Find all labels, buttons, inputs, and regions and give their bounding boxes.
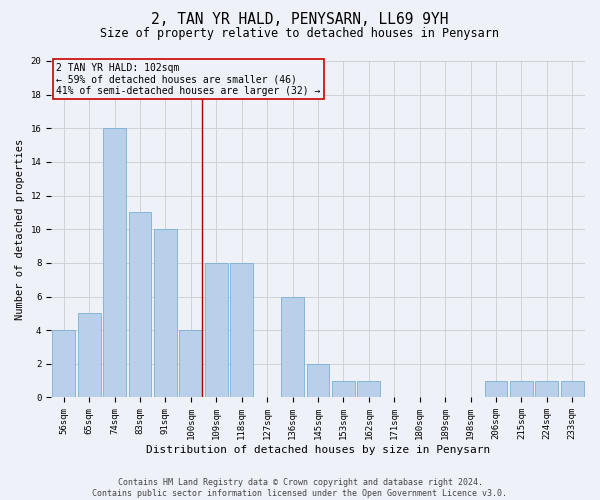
Bar [230,263,253,398]
Bar [128,212,151,398]
Bar [485,380,508,398]
Bar [561,380,584,398]
Bar [103,128,126,398]
X-axis label: Distribution of detached houses by size in Penysarn: Distribution of detached houses by size … [146,445,490,455]
Text: Contains HM Land Registry data © Crown copyright and database right 2024.
Contai: Contains HM Land Registry data © Crown c… [92,478,508,498]
Bar [332,380,355,398]
Text: 2, TAN YR HALD, PENYSARN, LL69 9YH: 2, TAN YR HALD, PENYSARN, LL69 9YH [151,12,449,28]
Bar [510,380,533,398]
Bar [281,296,304,398]
Bar [358,380,380,398]
Bar [205,263,228,398]
Bar [535,380,559,398]
Text: Size of property relative to detached houses in Penysarn: Size of property relative to detached ho… [101,28,499,40]
Bar [179,330,202,398]
Y-axis label: Number of detached properties: Number of detached properties [15,138,25,320]
Bar [78,314,101,398]
Bar [52,330,75,398]
Bar [154,229,177,398]
Text: 2 TAN YR HALD: 102sqm
← 59% of detached houses are smaller (46)
41% of semi-deta: 2 TAN YR HALD: 102sqm ← 59% of detached … [56,62,321,96]
Bar [307,364,329,398]
